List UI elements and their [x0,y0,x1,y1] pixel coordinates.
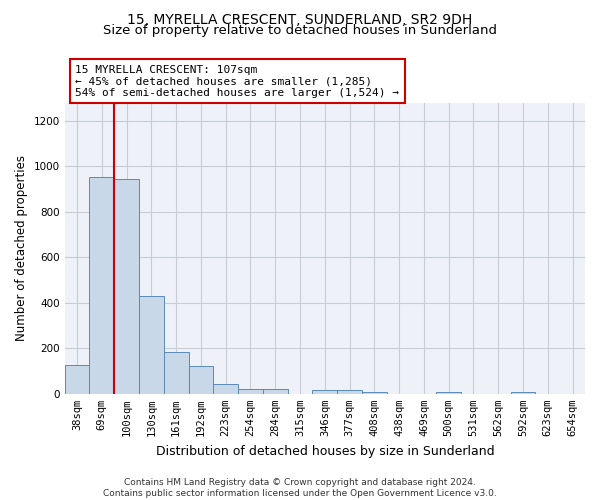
Bar [139,296,164,394]
Bar [214,384,238,394]
Bar [164,352,188,394]
Bar [114,179,139,394]
X-axis label: Distribution of detached houses by size in Sunderland: Distribution of detached houses by size … [155,444,494,458]
Bar [362,392,387,394]
Text: 15 MYRELLA CRESCENT: 107sqm
← 45% of detached houses are smaller (1,285)
54% of : 15 MYRELLA CRESCENT: 107sqm ← 45% of det… [75,64,399,98]
Bar [188,366,214,394]
Text: Contains HM Land Registry data © Crown copyright and database right 2024.
Contai: Contains HM Land Registry data © Crown c… [103,478,497,498]
Text: Size of property relative to detached houses in Sunderland: Size of property relative to detached ho… [103,24,497,37]
Bar [511,392,535,394]
Bar [313,390,337,394]
Bar [337,390,362,394]
Bar [89,176,114,394]
Y-axis label: Number of detached properties: Number of detached properties [15,155,28,341]
Bar [238,390,263,394]
Bar [263,390,287,394]
Text: 15, MYRELLA CRESCENT, SUNDERLAND, SR2 9DH: 15, MYRELLA CRESCENT, SUNDERLAND, SR2 9D… [127,12,473,26]
Bar [65,366,89,394]
Bar [436,392,461,394]
